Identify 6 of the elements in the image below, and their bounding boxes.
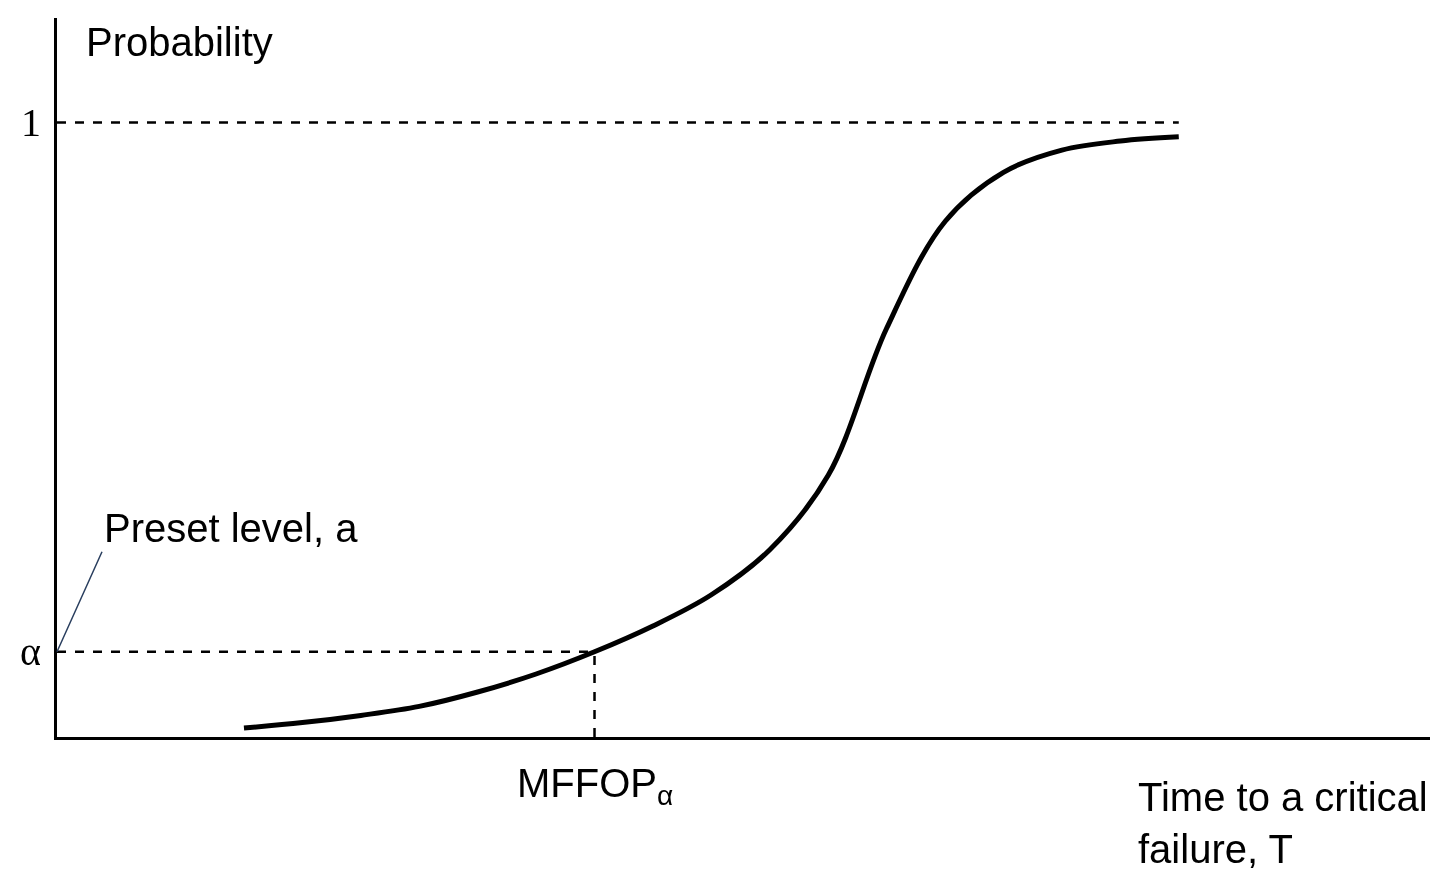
text: MFFOP$_{α}$ (517, 761, 674, 812)
y-axis-title: Probability (86, 20, 273, 64)
ref-line-label: α (20, 629, 41, 674)
annotation: Preset level, a (104, 506, 359, 550)
x-axis-title: Time to a critical failure, T (1138, 775, 1428, 871)
ref-line-label: 1 (21, 100, 41, 145)
